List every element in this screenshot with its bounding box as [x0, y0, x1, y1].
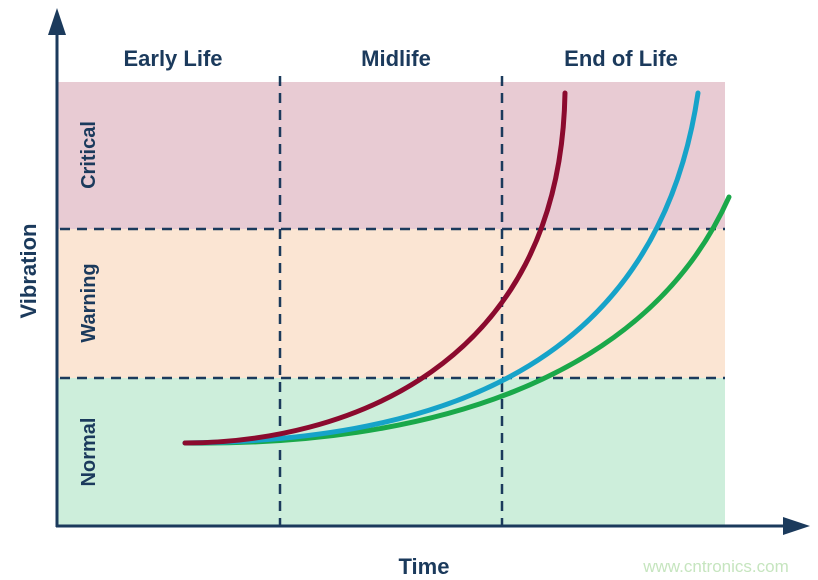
phase-label-end-of-life: End of Life	[564, 46, 678, 71]
phase-label-midlife: Midlife	[361, 46, 431, 71]
y-axis-label: Vibration	[16, 224, 41, 319]
zone-label-normal: Normal	[78, 418, 100, 487]
zone-label-warning: Warning	[78, 263, 100, 342]
zone-critical	[57, 82, 725, 229]
x-axis-label: Time	[399, 554, 450, 579]
y-axis-arrow-icon	[48, 8, 66, 35]
watermark: www.cntronics.com	[642, 557, 788, 576]
zone-label-critical: Critical	[78, 121, 100, 189]
x-axis-arrow-icon	[783, 517, 810, 535]
curve-blue	[182, 90, 701, 446]
zone-normal	[57, 378, 725, 526]
phase-label-early-life: Early Life	[123, 46, 222, 71]
curve-red	[182, 90, 568, 446]
zone-warning	[57, 229, 725, 378]
